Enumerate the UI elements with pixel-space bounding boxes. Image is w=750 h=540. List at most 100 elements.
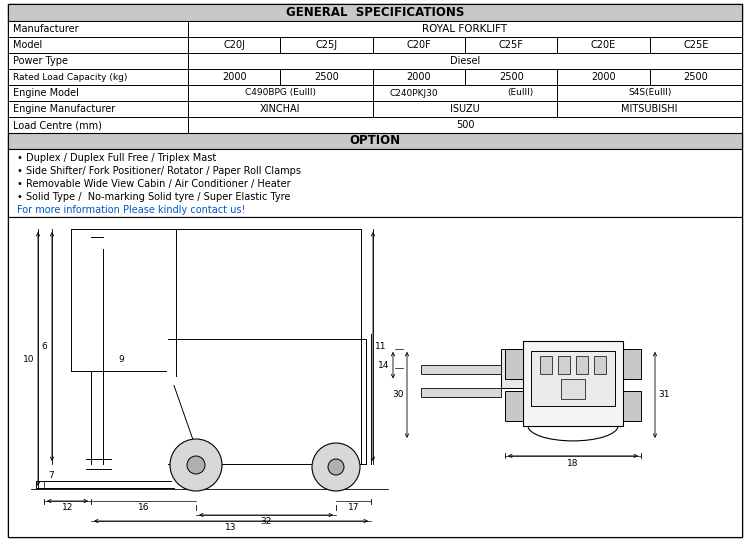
Bar <box>421 388 501 397</box>
Text: 31: 31 <box>658 390 670 400</box>
Text: 9: 9 <box>118 354 124 363</box>
Text: Engine Manufacturer: Engine Manufacturer <box>13 104 116 114</box>
Circle shape <box>328 459 344 475</box>
Bar <box>531 351 615 406</box>
Bar <box>8 4 742 21</box>
Text: Engine Model: Engine Model <box>13 88 79 98</box>
Bar <box>188 21 742 37</box>
Bar <box>8 101 188 117</box>
Circle shape <box>170 439 222 491</box>
Bar <box>505 349 523 380</box>
Bar <box>8 149 742 217</box>
Text: 11: 11 <box>375 342 387 351</box>
Bar <box>188 101 373 117</box>
Bar <box>623 391 641 421</box>
Text: ROYAL FORKLIFT: ROYAL FORKLIFT <box>422 24 508 34</box>
Text: • Side Shifter/ Fork Positioner/ Rotator / Paper Roll Clamps: • Side Shifter/ Fork Positioner/ Rotator… <box>17 166 301 176</box>
Text: C20E: C20E <box>591 40 616 50</box>
Bar <box>650 69 742 85</box>
Text: 500: 500 <box>456 120 474 130</box>
Text: C20F: C20F <box>406 40 431 50</box>
Text: 2500: 2500 <box>314 72 339 82</box>
Text: C240PKJ30: C240PKJ30 <box>390 89 439 98</box>
Text: Load Centre (mm): Load Centre (mm) <box>13 120 102 130</box>
Text: XINCHAI: XINCHAI <box>260 104 301 114</box>
Bar <box>421 366 501 374</box>
Text: Model: Model <box>13 40 42 50</box>
Text: 2000: 2000 <box>222 72 247 82</box>
Text: • Removable Wide View Cabin / Air Conditioner / Heater: • Removable Wide View Cabin / Air Condit… <box>17 179 291 189</box>
Bar <box>8 21 188 37</box>
Bar <box>650 37 742 53</box>
Text: ISUZU: ISUZU <box>450 104 480 114</box>
Bar <box>373 69 465 85</box>
Circle shape <box>187 456 205 474</box>
Text: 32: 32 <box>260 517 272 526</box>
Text: OPTION: OPTION <box>350 134 400 147</box>
Text: Manufacturer: Manufacturer <box>13 24 79 34</box>
Text: Rated Load Capacity (kg): Rated Load Capacity (kg) <box>13 72 128 82</box>
Bar <box>501 349 523 388</box>
Text: S4S(EuIII): S4S(EuIII) <box>628 89 671 98</box>
Text: 17: 17 <box>348 503 359 512</box>
Bar <box>557 101 742 117</box>
Text: Diesel: Diesel <box>450 56 480 66</box>
Bar <box>505 391 523 421</box>
Bar <box>8 117 188 133</box>
Bar <box>188 117 742 133</box>
Text: C25E: C25E <box>683 40 709 50</box>
Text: 10: 10 <box>23 354 34 363</box>
Bar <box>8 69 188 85</box>
Bar <box>557 69 650 85</box>
Text: 18: 18 <box>567 460 579 468</box>
Bar <box>576 356 588 374</box>
Text: Power Type: Power Type <box>13 56 68 66</box>
Bar <box>188 85 373 101</box>
Bar <box>465 69 557 85</box>
Bar <box>280 69 373 85</box>
Text: C25F: C25F <box>499 40 523 50</box>
Text: 2000: 2000 <box>591 72 616 82</box>
Bar <box>188 69 280 85</box>
Text: C20J: C20J <box>224 40 245 50</box>
Text: (EuIII): (EuIII) <box>507 89 533 98</box>
Bar <box>188 53 742 69</box>
Bar <box>373 85 557 101</box>
Text: 2500: 2500 <box>499 72 523 82</box>
Text: 14: 14 <box>378 361 390 370</box>
Circle shape <box>312 443 360 491</box>
Text: • Solid Type /  No-marking Solid tyre / Super Elastic Tyre: • Solid Type / No-marking Solid tyre / S… <box>17 192 290 202</box>
Bar <box>557 85 742 101</box>
Text: 2000: 2000 <box>406 72 431 82</box>
Bar <box>8 53 188 69</box>
Text: 6: 6 <box>41 342 46 351</box>
Text: C25J: C25J <box>316 40 338 50</box>
Text: 12: 12 <box>62 503 74 512</box>
Bar <box>8 217 742 537</box>
Bar <box>188 37 280 53</box>
Text: MITSUBISHI: MITSUBISHI <box>622 104 678 114</box>
Text: C490BPG (EuIII): C490BPG (EuIII) <box>244 89 316 98</box>
Bar <box>373 37 465 53</box>
Bar <box>561 379 585 399</box>
Bar <box>594 356 606 374</box>
Bar <box>523 341 623 426</box>
Bar <box>623 349 641 380</box>
Bar <box>465 37 557 53</box>
Bar <box>557 37 650 53</box>
Text: 13: 13 <box>225 523 237 532</box>
Text: For more information Please kindly contact us!: For more information Please kindly conta… <box>17 205 245 215</box>
Bar <box>8 37 188 53</box>
Text: 30: 30 <box>392 390 404 400</box>
Text: 2500: 2500 <box>683 72 708 82</box>
Bar <box>8 85 188 101</box>
Bar <box>8 133 742 149</box>
Bar <box>558 356 570 374</box>
Text: 7: 7 <box>48 471 54 481</box>
Text: 16: 16 <box>138 503 149 512</box>
Bar <box>280 37 373 53</box>
Bar <box>540 356 552 374</box>
Text: • Duplex / Duplex Full Free / Triplex Mast: • Duplex / Duplex Full Free / Triplex Ma… <box>17 153 216 163</box>
Bar <box>373 101 557 117</box>
Text: GENERAL  SPECIFICATIONS: GENERAL SPECIFICATIONS <box>286 6 464 19</box>
